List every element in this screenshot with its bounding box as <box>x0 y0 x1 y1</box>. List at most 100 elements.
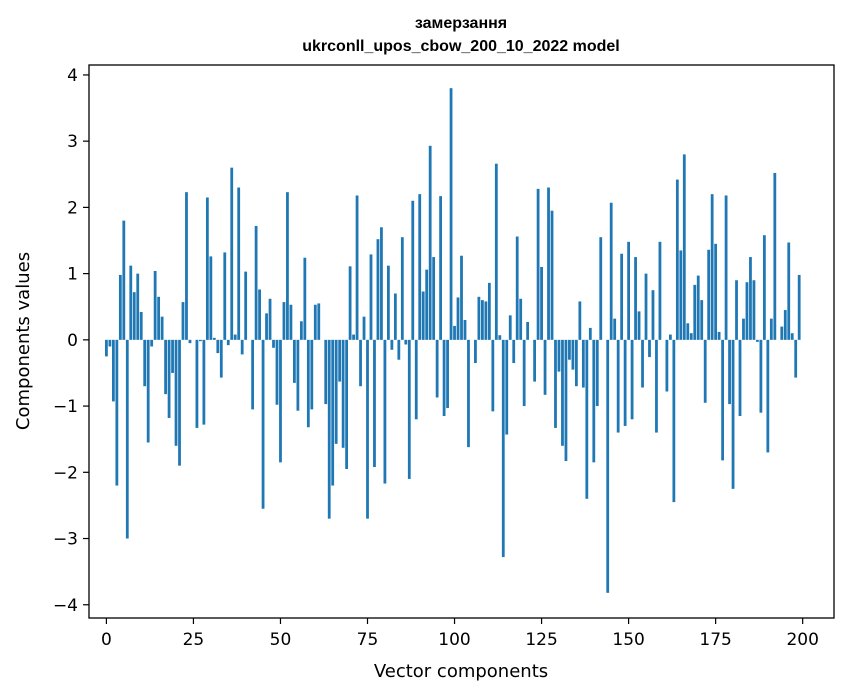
bar-83 <box>393 293 397 340</box>
bar-178 <box>724 195 728 340</box>
bar-128 <box>550 210 554 340</box>
bar-91 <box>421 291 425 340</box>
bar-37 <box>233 334 237 340</box>
bar-96 <box>439 196 443 340</box>
bar-188 <box>759 339 763 413</box>
bar-177 <box>721 339 724 461</box>
x-axis-label: Vector components <box>374 661 548 682</box>
bar-32 <box>216 339 220 354</box>
bar-130 <box>557 339 561 372</box>
bar-73 <box>359 339 362 387</box>
bar-86 <box>404 339 408 345</box>
bar-190 <box>766 339 770 453</box>
bar-157 <box>651 290 655 340</box>
y-axis-label: Components values <box>13 252 34 430</box>
bar-24 <box>188 339 192 344</box>
bar-169 <box>693 284 697 340</box>
bar-131 <box>561 339 564 446</box>
bar-43 <box>254 225 258 340</box>
bar-162 <box>668 334 672 340</box>
bar-124 <box>536 188 540 340</box>
bar-23 <box>185 192 188 340</box>
bar-148 <box>620 253 624 340</box>
bar-85 <box>400 237 404 340</box>
bar-64 <box>327 339 331 519</box>
chart-subtitle: ukrconll_upos_cbow_200_10_2022 model <box>302 38 619 55</box>
bar-44 <box>258 289 261 340</box>
bar-89 <box>414 339 418 420</box>
bar-29 <box>205 197 209 340</box>
bar-166 <box>682 154 686 340</box>
bar-8 <box>132 292 136 340</box>
bar-180 <box>731 339 735 489</box>
bar-198 <box>794 339 798 378</box>
bar-77 <box>373 339 376 467</box>
bar-150 <box>627 241 630 340</box>
bar-47 <box>268 298 272 340</box>
bar-172 <box>703 339 707 403</box>
bar-68 <box>341 339 345 448</box>
plot-frame <box>88 64 835 619</box>
y-tick-label: −4 <box>53 596 78 616</box>
bar-84 <box>397 339 401 360</box>
bar-59 <box>310 339 314 410</box>
bar-58 <box>306 339 310 428</box>
bar-11 <box>143 339 147 387</box>
bar-142 <box>599 237 603 340</box>
bar-12 <box>146 339 150 443</box>
bar-1 <box>108 339 112 347</box>
chart-title: замерзання <box>415 15 507 32</box>
bar-176 <box>717 331 721 340</box>
bar-106 <box>474 339 477 364</box>
bar-94 <box>432 257 436 340</box>
bar-199 <box>797 274 801 340</box>
bar-98 <box>446 339 449 409</box>
bar-174 <box>710 194 714 340</box>
bar-71 <box>352 334 355 340</box>
bar-2 <box>111 339 115 402</box>
y-tick-label: 3 <box>67 132 78 152</box>
bar-87 <box>407 339 411 479</box>
bar-133 <box>568 339 571 360</box>
bar-119 <box>519 298 523 340</box>
x-tick-label: 100 <box>438 630 470 650</box>
bar-107 <box>477 296 481 340</box>
bar-5 <box>122 220 126 340</box>
bar-184 <box>745 282 749 340</box>
bar-195 <box>783 310 787 340</box>
bar-149 <box>623 339 627 426</box>
bar-17 <box>164 339 167 395</box>
bar-152 <box>634 257 637 340</box>
bar-33 <box>219 339 223 378</box>
bar-70 <box>348 266 352 340</box>
bars-group <box>105 88 801 593</box>
bar-57 <box>303 257 307 340</box>
bar-27 <box>199 339 202 342</box>
bar-42 <box>251 339 255 410</box>
bar-61 <box>317 303 321 340</box>
bar-132 <box>564 339 568 462</box>
bar-35 <box>226 339 230 346</box>
bar-92 <box>425 269 429 340</box>
bar-135 <box>574 339 578 387</box>
bar-4 <box>118 274 122 340</box>
bar-20 <box>174 339 178 446</box>
bar-171 <box>700 300 704 340</box>
bar-115 <box>505 339 509 435</box>
bar-151 <box>630 339 634 420</box>
bar-67 <box>338 339 342 382</box>
x-tick-label: 0 <box>101 630 112 650</box>
bar-118 <box>515 236 519 340</box>
bar-104 <box>467 339 470 448</box>
bar-141 <box>595 339 599 407</box>
bar-79 <box>380 227 383 340</box>
bar-154 <box>641 339 644 388</box>
x-tick-label: 175 <box>699 630 731 650</box>
bar-108 <box>481 300 484 340</box>
bar-109 <box>484 301 488 340</box>
y-tick-label: −1 <box>53 397 78 417</box>
bar-103 <box>463 319 467 340</box>
bar-136 <box>578 301 582 340</box>
bar-164 <box>675 179 679 340</box>
bar-170 <box>696 275 700 340</box>
